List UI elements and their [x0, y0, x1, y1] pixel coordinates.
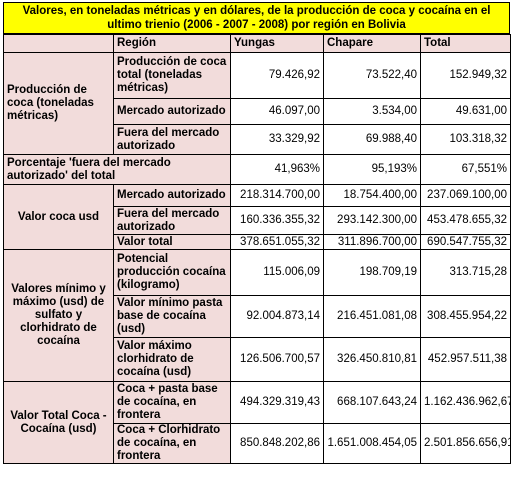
row-label: Coca + Clorhidrato de cocaína, en fronte… [113, 423, 231, 464]
cell-total: 152.949,32 [420, 52, 511, 99]
cell-total: 308.455.954,22 [420, 295, 511, 338]
cell-total: 452.957.511,38 [420, 337, 511, 382]
cell-chapare: 3.534,00 [323, 98, 421, 125]
cell-total: 453.478.655,32 [420, 206, 511, 235]
row-label: Fuera del mercado autorizado [113, 124, 231, 155]
cell-yungas: 33.329,92 [230, 124, 324, 155]
header-region: Región [113, 34, 231, 53]
cell-chapare: 293.142.300,00 [323, 206, 421, 235]
row-label: Coca + pasta base de cocaína, en fronter… [113, 381, 231, 424]
cell-chapare: 216.451.081,08 [323, 295, 421, 338]
cell-yungas: 378.651.055,32 [230, 234, 324, 250]
table-row: Porcentaje 'fuera del mercado autorizado… [3, 154, 511, 185]
cell-yungas: 126.506.700,57 [230, 337, 324, 382]
table-row: Coca + Clorhidrato de cocaína, en fronte… [4, 423, 511, 464]
cell-total: 237.069.100,00 [420, 184, 511, 207]
header-chapare: Chapare [323, 34, 421, 53]
header-empty [3, 34, 114, 53]
table-row: Mercado autorizado 46.097,00 3.534,00 49… [4, 98, 511, 125]
cell-yungas: 79.426,92 [230, 52, 324, 99]
cell-yungas: 41,963% [230, 154, 324, 185]
header-yungas: Yungas [230, 34, 324, 53]
cell-yungas: 115.006,09 [230, 249, 324, 296]
cell-chapare: 95,193% [323, 154, 421, 185]
cell-total: 690.547.755,32 [420, 234, 511, 250]
cell-yungas: 494.329.319,43 [230, 381, 324, 424]
cell-chapare: 668.107.643,24 [323, 381, 421, 424]
group-produccion: Producción de coca (toneladas métricas) [3, 52, 114, 155]
cell-chapare: 18.754.400,00 [323, 184, 421, 207]
table-row: Valor total 378.651.055,32 311.896.700,0… [4, 234, 511, 250]
cell-yungas: 46.097,00 [230, 98, 324, 125]
cell-chapare: 311.896.700,00 [323, 234, 421, 250]
cell-total: 2.501.856.656,91 [420, 423, 511, 464]
cell-chapare: 73.522,40 [323, 52, 421, 99]
cell-chapare: 69.988,40 [323, 124, 421, 155]
row-label: Valor total [113, 234, 231, 250]
cell-yungas: 850.848.202,86 [230, 423, 324, 464]
cell-total: 103.318,32 [420, 124, 511, 155]
header-total: Total [420, 34, 511, 53]
group-valores-min-max: Valores mínimo y máximo (usd) de sulfato… [3, 249, 114, 382]
group-porcentaje: Porcentaje 'fuera del mercado autorizado… [3, 154, 231, 185]
cell-total: 1.162.436.962,67 [420, 381, 511, 424]
row-label: Fuera del mercado autorizado [113, 206, 231, 235]
table-row: Valores mínimo y máximo (usd) de sulfato… [3, 249, 511, 382]
cell-yungas: 160.336.355,32 [230, 206, 324, 235]
cell-total: 67,551% [420, 154, 511, 185]
cell-chapare: 198.709,19 [323, 249, 421, 296]
table-row: Producción de coca (toneladas métricas) … [3, 52, 511, 155]
table-row: Valor máximo clorhidrato de cocaína (usd… [4, 337, 511, 382]
cell-total: 49.631,00 [420, 98, 511, 125]
row-label: Mercado autorizado [113, 98, 231, 125]
table-row: Valor mínimo pasta base de cocaína (usd)… [4, 295, 511, 338]
table-title: Valores, en toneladas métricas y en dóla… [3, 2, 510, 34]
row-label: Potencial producción cocaína (kilogramo) [113, 249, 231, 296]
cell-chapare: 326.450.810,81 [323, 337, 421, 382]
table-row: Fuera del mercado autorizado 160.336.355… [4, 206, 511, 235]
row-label: Valor máximo clorhidrato de cocaína (usd… [113, 337, 231, 382]
group-valor-coca: Valor coca usd [3, 184, 114, 250]
group-valor-total: Valor Total Coca - Cocaína (usd) [3, 381, 114, 464]
row-label: Mercado autorizado [113, 184, 231, 207]
cell-chapare: 1.651.008.454,05 [323, 423, 421, 464]
table-row: Valor coca usd Mercado autorizado 218.31… [3, 184, 511, 250]
cell-total: 313.715,28 [420, 249, 511, 296]
header-row: Región Yungas Chapare Total [3, 34, 511, 53]
row-label: Producción de coca total (toneladas métr… [113, 52, 231, 99]
table-row: Valor Total Coca - Cocaína (usd) Coca + … [3, 381, 511, 464]
cell-yungas: 92.004.873,14 [230, 295, 324, 338]
coca-data-table: Región Yungas Chapare Total Producción d… [3, 34, 511, 464]
cell-yungas: 218.314.700,00 [230, 184, 324, 207]
row-label: Valor mínimo pasta base de cocaína (usd) [113, 295, 231, 338]
table-wrapper: Valores, en toneladas métricas y en dóla… [3, 2, 511, 478]
